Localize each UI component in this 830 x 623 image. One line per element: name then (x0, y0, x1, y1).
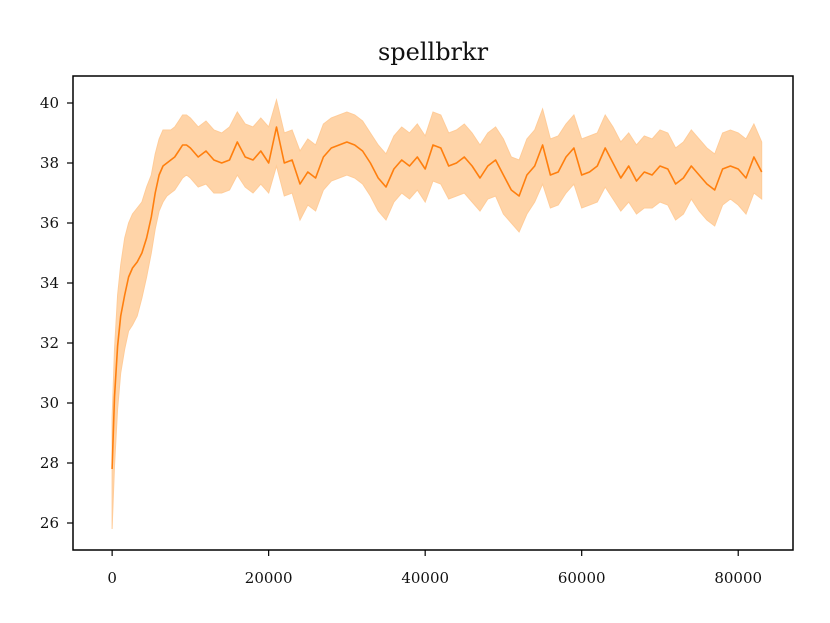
y-tick-label: 36 (40, 214, 59, 232)
series-line-layer (111, 126, 763, 470)
y-tick-label: 40 (40, 94, 59, 112)
confidence-band-0 (111, 98, 763, 530)
y-tick-label: 34 (40, 274, 59, 292)
plot-frame (72, 75, 794, 551)
x-tick-label: 40000 (401, 569, 449, 587)
x-tick-label: 0 (107, 569, 117, 587)
confidence-band-layer (111, 98, 763, 530)
series-line-0 (111, 126, 763, 470)
y-tick-label: 26 (40, 514, 59, 532)
x-tick-label: 80000 (714, 569, 762, 587)
chart-title: spellbrkr (378, 38, 489, 66)
y-tick-label: 30 (40, 394, 59, 412)
x-tick-label: 20000 (245, 569, 293, 587)
y-tick-label: 38 (40, 154, 59, 172)
x-tick-label: 60000 (558, 569, 606, 587)
x-axis: 0 20000 40000 60000 80000 (107, 550, 762, 587)
y-tick-label: 28 (40, 454, 59, 472)
y-tick-label: 32 (40, 334, 59, 352)
y-axis: 26 28 30 32 34 36 38 40 (40, 94, 73, 532)
